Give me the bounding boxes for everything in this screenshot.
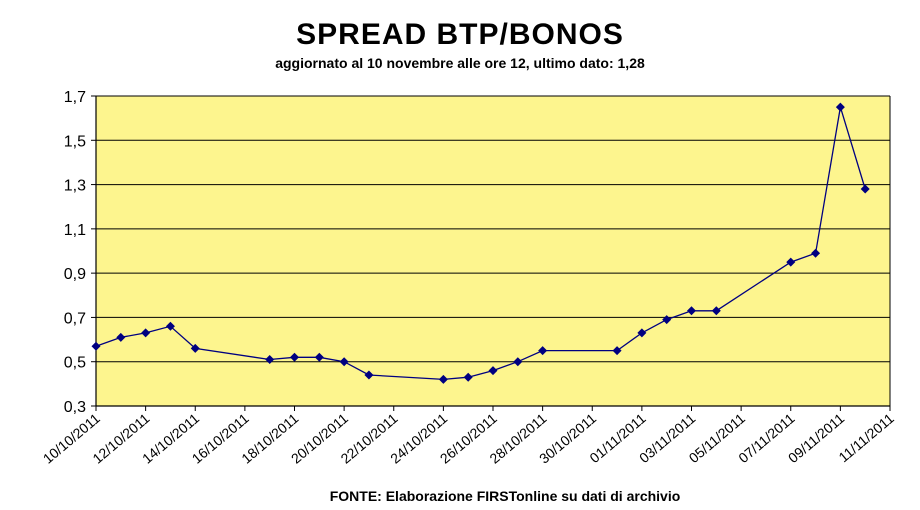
data-point-marker bbox=[116, 332, 126, 342]
data-point-marker bbox=[637, 328, 647, 338]
source-note: FONTE: Elaborazione FIRSTonline su dati … bbox=[330, 488, 681, 504]
axes bbox=[91, 95, 891, 411]
data-point-marker bbox=[463, 372, 473, 382]
y-tick-label: 0,7 bbox=[64, 310, 86, 327]
x-axis-tick-labels: 10/10/201112/10/201114/10/201116/10/2011… bbox=[40, 410, 897, 467]
x-tick-label: 11/11/2011 bbox=[835, 410, 897, 465]
y-tick-label: 1,5 bbox=[64, 133, 86, 150]
data-point-marker bbox=[786, 257, 796, 267]
y-tick-label: 1,7 bbox=[64, 89, 86, 106]
chart-subtitle: aggiornato al 10 novembre alle ore 12, u… bbox=[275, 55, 645, 71]
data-point-marker bbox=[612, 346, 622, 356]
y-tick-label: 0,9 bbox=[64, 266, 86, 283]
y-tick-label: 1,3 bbox=[64, 178, 86, 195]
y-tick-label: 1,1 bbox=[64, 222, 86, 239]
data-point-marker bbox=[438, 374, 448, 384]
series-markers bbox=[91, 102, 870, 384]
data-point-marker bbox=[265, 355, 275, 364]
data-point-marker bbox=[290, 352, 299, 362]
data-point-marker bbox=[91, 341, 101, 351]
data-point-marker bbox=[488, 366, 498, 376]
data-point-marker bbox=[835, 102, 845, 112]
data-point-marker bbox=[314, 352, 324, 362]
data-point-marker bbox=[538, 346, 548, 356]
y-axis-tick-labels: 0,3 0,5 0,7 0,9 1,1 1,3 1,5 1,7 bbox=[64, 89, 86, 416]
data-point-marker bbox=[190, 343, 200, 353]
y-tick-label: 0,3 bbox=[64, 399, 86, 416]
data-point-marker bbox=[662, 315, 672, 325]
plot-background bbox=[96, 96, 890, 406]
y-tick-label: 0,5 bbox=[64, 355, 86, 372]
series-line bbox=[95, 106, 866, 381]
data-point-marker bbox=[165, 321, 175, 331]
chart-title: SPREAD BTP/BONOS bbox=[296, 18, 624, 51]
data-point-marker bbox=[339, 357, 349, 367]
data-point-marker bbox=[513, 357, 523, 367]
plot-area bbox=[96, 96, 890, 406]
spread-line bbox=[95, 106, 866, 381]
data-point-marker bbox=[141, 328, 151, 338]
data-point-marker bbox=[711, 306, 721, 316]
data-point-marker bbox=[687, 306, 696, 316]
data-point-marker bbox=[364, 370, 374, 380]
data-point-marker bbox=[811, 248, 821, 258]
data-point-marker bbox=[860, 184, 870, 194]
